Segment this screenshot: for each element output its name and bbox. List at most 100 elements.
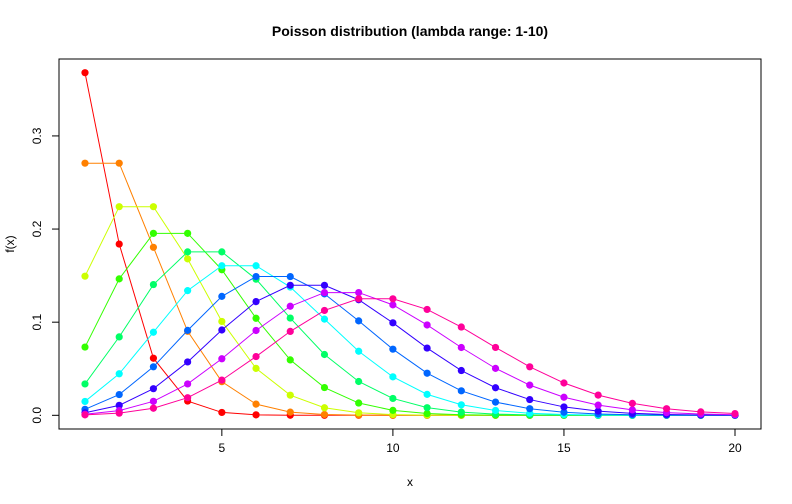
series-line bbox=[84, 72, 735, 416]
data-point bbox=[252, 326, 260, 335]
data-point bbox=[115, 370, 123, 378]
data-point bbox=[457, 366, 465, 375]
data-point bbox=[115, 333, 123, 341]
data-point bbox=[218, 262, 226, 270]
data-point bbox=[526, 405, 534, 413]
data-point bbox=[389, 295, 397, 303]
data-point bbox=[81, 272, 89, 280]
series-3 bbox=[81, 203, 739, 419]
plot-frame bbox=[58, 58, 762, 430]
data-point bbox=[355, 409, 363, 417]
data-point bbox=[184, 380, 192, 388]
data-point bbox=[286, 327, 294, 335]
y-tick-label: 0.2 bbox=[30, 220, 44, 237]
data-point bbox=[252, 262, 260, 270]
data-point bbox=[149, 354, 158, 362]
data-point bbox=[149, 328, 158, 336]
data-point bbox=[252, 314, 260, 322]
series-8 bbox=[81, 281, 739, 419]
data-point bbox=[697, 408, 705, 416]
series-line bbox=[84, 276, 736, 416]
data-point bbox=[423, 390, 431, 398]
data-point bbox=[389, 345, 397, 353]
data-point bbox=[115, 203, 123, 211]
data-point bbox=[286, 391, 294, 399]
x-tick-label: 20 bbox=[728, 441, 742, 455]
data-point bbox=[320, 410, 329, 419]
series-6 bbox=[81, 262, 739, 419]
data-point bbox=[320, 350, 329, 359]
series-4 bbox=[81, 229, 739, 419]
data-point bbox=[81, 411, 89, 419]
series-line bbox=[84, 232, 735, 416]
data-point bbox=[355, 399, 363, 407]
data-point bbox=[320, 281, 329, 289]
data-point bbox=[423, 404, 431, 412]
series-line bbox=[84, 298, 736, 416]
data-point bbox=[184, 326, 192, 334]
data-point bbox=[423, 305, 431, 314]
x-axis-label: x bbox=[407, 475, 413, 489]
data-point bbox=[184, 287, 192, 295]
data-point bbox=[81, 343, 89, 351]
y-tick-label: 0.3 bbox=[30, 127, 44, 144]
data-point bbox=[457, 408, 465, 416]
series-7 bbox=[81, 272, 739, 419]
data-point bbox=[115, 390, 123, 399]
data-point bbox=[218, 317, 226, 326]
chart-title: Poisson distribution (lambda range: 1-10… bbox=[272, 23, 548, 39]
series-line bbox=[84, 265, 735, 416]
series-2 bbox=[81, 159, 739, 419]
data-point bbox=[252, 411, 260, 419]
data-point bbox=[320, 306, 329, 315]
data-point bbox=[355, 288, 363, 297]
data-point bbox=[423, 369, 431, 377]
data-point bbox=[526, 381, 534, 389]
data-point bbox=[491, 406, 500, 415]
data-point bbox=[560, 393, 568, 401]
data-point bbox=[184, 229, 192, 237]
data-point bbox=[252, 272, 260, 281]
data-point bbox=[355, 295, 363, 303]
x-tick-label: 15 bbox=[557, 441, 571, 455]
y-axis: 0.0 0.1 0.2 0.3 bbox=[30, 127, 60, 424]
data-point bbox=[526, 395, 534, 404]
data-point bbox=[355, 377, 363, 386]
data-point bbox=[184, 358, 192, 366]
data-point bbox=[218, 355, 226, 363]
data-point bbox=[320, 315, 329, 323]
y-tick-label: 0.1 bbox=[30, 314, 44, 331]
data-point bbox=[320, 404, 329, 412]
data-point bbox=[491, 343, 500, 352]
data-point bbox=[286, 408, 294, 416]
data-point bbox=[252, 298, 260, 306]
data-point bbox=[81, 69, 89, 77]
series-line bbox=[84, 292, 736, 416]
data-point bbox=[286, 356, 294, 364]
series-10 bbox=[81, 295, 739, 419]
data-point bbox=[286, 272, 294, 281]
data-point bbox=[115, 159, 123, 167]
data-point bbox=[560, 379, 568, 387]
data-point bbox=[320, 383, 329, 392]
data-point bbox=[457, 343, 465, 352]
data-point bbox=[491, 398, 500, 406]
data-point bbox=[218, 248, 226, 256]
data-point bbox=[389, 373, 397, 381]
data-point bbox=[184, 248, 192, 256]
data-point bbox=[389, 319, 397, 327]
data-point bbox=[457, 323, 465, 331]
data-point bbox=[389, 301, 397, 309]
data-point bbox=[491, 384, 500, 392]
data-point bbox=[218, 408, 226, 417]
data-point bbox=[389, 394, 397, 403]
data-point bbox=[286, 314, 294, 322]
data-point bbox=[662, 405, 671, 413]
data-point bbox=[731, 409, 739, 418]
series-5 bbox=[81, 248, 739, 419]
data-point bbox=[115, 275, 123, 283]
series-1 bbox=[81, 69, 739, 419]
data-point bbox=[526, 363, 534, 371]
data-point bbox=[423, 344, 431, 352]
data-point bbox=[628, 406, 636, 414]
